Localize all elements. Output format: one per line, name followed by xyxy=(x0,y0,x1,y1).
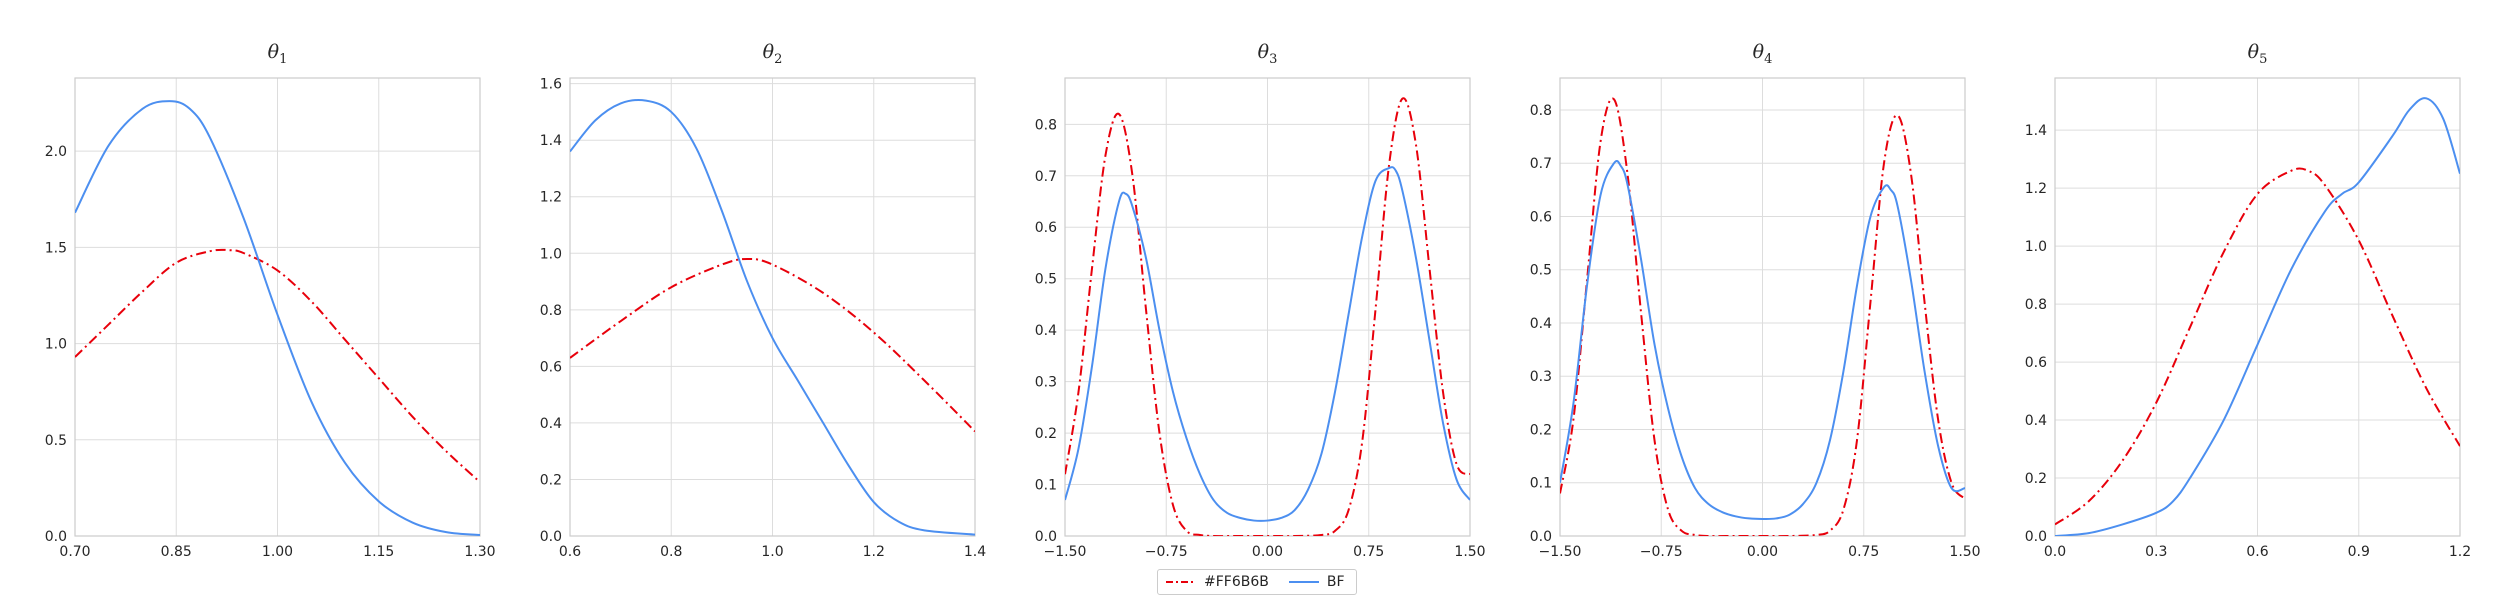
x-tick-label: 1.2 xyxy=(2449,544,2471,560)
y-tick-label: 0.4 xyxy=(1530,316,1552,332)
x-tick-label: 0.00 xyxy=(1747,544,1778,560)
x-tick-label: −1.50 xyxy=(1539,544,1582,560)
y-tick-label: 0.3 xyxy=(1530,369,1552,385)
y-tick-label: 1.4 xyxy=(540,133,562,149)
y-tick-label: 0.6 xyxy=(1035,220,1057,236)
x-tick-label: 1.15 xyxy=(363,544,394,560)
y-tick-label: 0.5 xyxy=(1530,263,1552,279)
y-tick-label: 0.3 xyxy=(1035,375,1057,391)
x-tick-label: 0.9 xyxy=(2348,544,2370,560)
series-line-solid xyxy=(570,98,975,536)
y-tick-label: 0.7 xyxy=(1035,169,1057,185)
y-tick-label: 0.5 xyxy=(45,433,67,449)
legend-item-0: #FF6B6B xyxy=(1166,574,1269,590)
series-line-solid xyxy=(2055,97,2460,536)
y-tick-label: 1.0 xyxy=(540,246,562,262)
x-tick-label: 0.3 xyxy=(2145,544,2167,560)
legend-item-1: BF xyxy=(1288,574,1345,590)
y-tick-label: 0.8 xyxy=(1035,117,1057,133)
y-tick-label: 0.0 xyxy=(45,529,67,545)
axes-frame xyxy=(569,77,976,537)
x-tick-label: −0.75 xyxy=(1640,544,1683,560)
y-tick-label: 0.5 xyxy=(1035,272,1057,288)
subplot-title: θ5 xyxy=(2248,41,2268,67)
series-line-solid xyxy=(75,100,480,536)
series-line-dashdot xyxy=(570,257,975,433)
axes-frame xyxy=(2054,77,2461,537)
y-tick-label: 0.4 xyxy=(1035,323,1057,339)
series-line-solid xyxy=(1560,159,1965,520)
x-tick-label: 1.50 xyxy=(1949,544,1980,560)
subplot-title: θ4 xyxy=(1753,41,1773,67)
x-tick-label: 0.00 xyxy=(1252,544,1283,560)
x-tick-label: 1.4 xyxy=(964,544,986,560)
y-tick-label: 0.0 xyxy=(1035,529,1057,545)
subplot-3: −1.50 −0.75 0.00 0.75 1.50 0.0 0.1 0.2 0.3 0.4 0.5… xyxy=(1035,41,1486,560)
x-tick-label: 0.70 xyxy=(59,544,90,560)
series-line-solid xyxy=(1065,166,1470,522)
y-tick-label: 2.0 xyxy=(45,144,67,160)
y-tick-label: 1.2 xyxy=(2025,181,2047,197)
y-tick-label: 0.6 xyxy=(2025,355,2047,371)
figure: 0.70 0.85 1.00 1.15 1.30 0.0 0.5 1.0 1.5 2.0 θ1 0.6… xyxy=(45,41,2471,560)
x-tick-label: 1.0 xyxy=(761,544,783,560)
y-tick-label: 0.4 xyxy=(2025,413,2047,429)
legend-label-0: #FF6B6B xyxy=(1204,574,1269,590)
x-tick-label: 1.2 xyxy=(863,544,885,560)
legend-label-1: BF xyxy=(1326,574,1345,590)
x-tick-label: 0.85 xyxy=(161,544,192,560)
y-tick-label: 0.8 xyxy=(1530,103,1552,119)
series-line-dashdot xyxy=(1560,97,1965,536)
legend-swatch-1 xyxy=(1288,581,1319,583)
legend: #FF6B6B BF xyxy=(1157,569,1357,595)
x-tick-label: 0.75 xyxy=(1353,544,1384,560)
y-tick-label: 1.0 xyxy=(45,337,67,353)
series-line-dashdot xyxy=(2055,167,2460,526)
y-tick-label: 0.7 xyxy=(1530,156,1552,172)
x-tick-label: 0.6 xyxy=(2246,544,2268,560)
subplot-5: 0.0 0.3 0.6 0.9 1.2 0.0 0.2 0.4 0.6 0.8 1.0 1.2 1.4 θ… xyxy=(2025,41,2471,560)
y-tick-label: 0.2 xyxy=(540,472,562,488)
axes-frame xyxy=(74,77,481,537)
x-tick-label: 1.50 xyxy=(1454,544,1485,560)
subplot-2: 0.6 0.8 1.0 1.2 1.4 0.0 0.2 0.4 0.6 0.8 1.0 1.2 1.4 1… xyxy=(540,41,986,560)
subplot-4: −1.50 −0.75 0.00 0.75 1.50 0.0 0.1 0.2 0.3 0.4 0.5… xyxy=(1530,41,1981,560)
y-tick-label: 0.4 xyxy=(540,416,562,432)
x-tick-label: 1.00 xyxy=(262,544,293,560)
y-tick-label: 0.2 xyxy=(2025,471,2047,487)
x-tick-label: −1.50 xyxy=(1044,544,1087,560)
y-tick-label: 1.5 xyxy=(45,240,67,256)
y-tick-label: 0.8 xyxy=(2025,297,2047,313)
x-tick-label: 0.8 xyxy=(660,544,682,560)
y-tick-label: 0.6 xyxy=(540,359,562,375)
y-tick-label: 0.8 xyxy=(540,303,562,319)
x-tick-label: 0.6 xyxy=(559,544,581,560)
x-tick-label: −0.75 xyxy=(1145,544,1188,560)
x-tick-label: 1.30 xyxy=(464,544,495,560)
subplot-title: θ2 xyxy=(763,41,783,67)
y-tick-label: 1.2 xyxy=(540,190,562,206)
subplot-title: θ3 xyxy=(1258,41,1278,67)
y-tick-label: 0.1 xyxy=(1530,476,1552,492)
subplot-title: θ1 xyxy=(268,41,288,67)
y-tick-label: 1.0 xyxy=(2025,239,2047,255)
y-tick-label: 0.0 xyxy=(1530,529,1552,545)
series-line-dashdot xyxy=(1065,97,1470,536)
y-tick-label: 1.6 xyxy=(540,77,562,93)
legend-swatch-0 xyxy=(1166,581,1196,583)
x-tick-label: 0.75 xyxy=(1848,544,1879,560)
x-tick-label: 0.0 xyxy=(2044,544,2066,560)
y-tick-label: 0.1 xyxy=(1035,478,1057,494)
y-tick-label: 0.2 xyxy=(1035,426,1057,442)
y-tick-label: 1.4 xyxy=(2025,123,2047,139)
y-tick-label: 0.2 xyxy=(1530,422,1552,438)
y-tick-label: 0.0 xyxy=(2025,529,2047,545)
y-tick-label: 0.0 xyxy=(540,529,562,545)
y-tick-label: 0.6 xyxy=(1530,209,1552,225)
subplot-1: 0.70 0.85 1.00 1.15 1.30 0.0 0.5 1.0 1.5 2.0 θ1 xyxy=(45,41,496,560)
